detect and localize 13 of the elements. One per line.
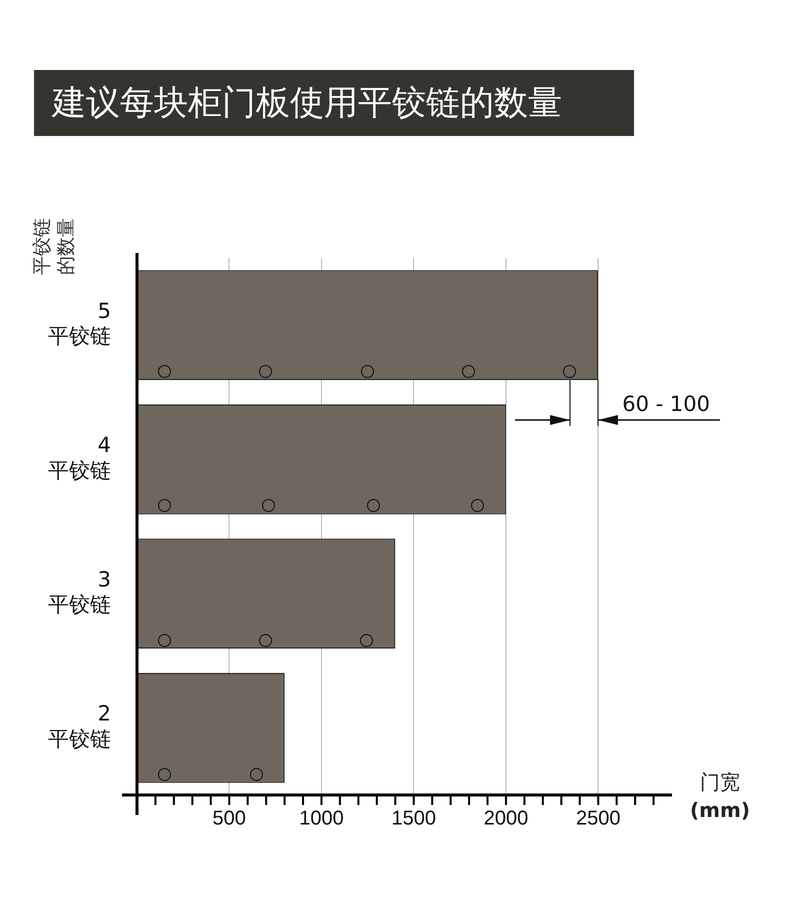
- y-tick-label: 4 平铰链: [48, 433, 111, 482]
- y-axis-title: 平铰链的数量: [30, 218, 78, 275]
- x-tick-label: 2500: [576, 808, 620, 830]
- x-tick-label: 1000: [299, 808, 344, 830]
- x-tick-label: 500: [212, 808, 246, 830]
- y-tick-label: 2 平铰链: [48, 702, 111, 751]
- y-tick-label: 5 平铰链: [48, 298, 111, 348]
- y-tick-label: 3 平铰链: [48, 567, 111, 617]
- x-tick-label: 2000: [484, 808, 528, 830]
- x-tick-label: 1500: [391, 808, 436, 830]
- annotation: 60 - 100: [622, 392, 710, 416]
- chart-title: 建议每块柜门板使用平铰链的数量: [34, 70, 634, 136]
- x-axis-title: 门宽 (mm): [690, 769, 750, 824]
